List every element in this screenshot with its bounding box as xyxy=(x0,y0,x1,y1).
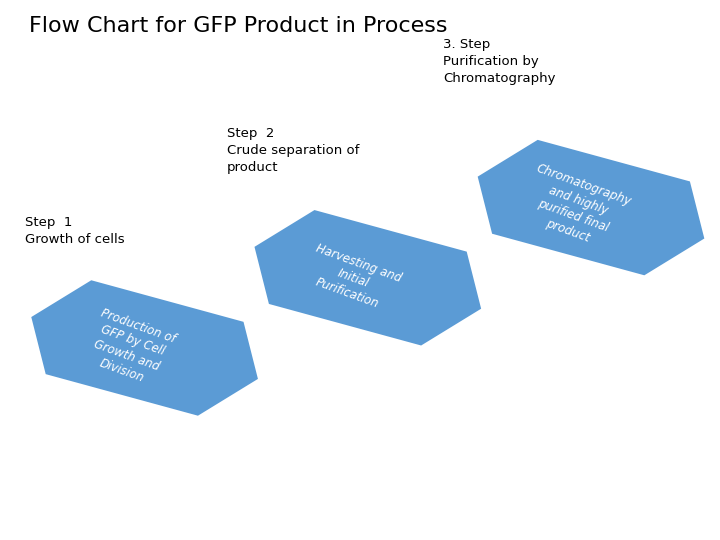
Polygon shape xyxy=(254,210,481,346)
Text: Flow Chart for GFP Product in Process: Flow Chart for GFP Product in Process xyxy=(29,16,447,36)
Polygon shape xyxy=(31,280,258,416)
Text: Step  1
Growth of cells: Step 1 Growth of cells xyxy=(25,216,125,246)
Text: Step  2
Crude separation of
product: Step 2 Crude separation of product xyxy=(227,127,359,174)
Polygon shape xyxy=(477,140,704,275)
Text: Harvesting and
Initial
Purification: Harvesting and Initial Purification xyxy=(302,241,403,315)
Text: 3. Step
Purification by
Chromatography: 3. Step Purification by Chromatography xyxy=(443,38,555,85)
Text: Chromatography
and highly
purified final
product: Chromatography and highly purified final… xyxy=(518,162,634,254)
Text: Production of
GFP by Cell
Growth and
Division: Production of GFP by Cell Growth and Div… xyxy=(82,306,177,390)
